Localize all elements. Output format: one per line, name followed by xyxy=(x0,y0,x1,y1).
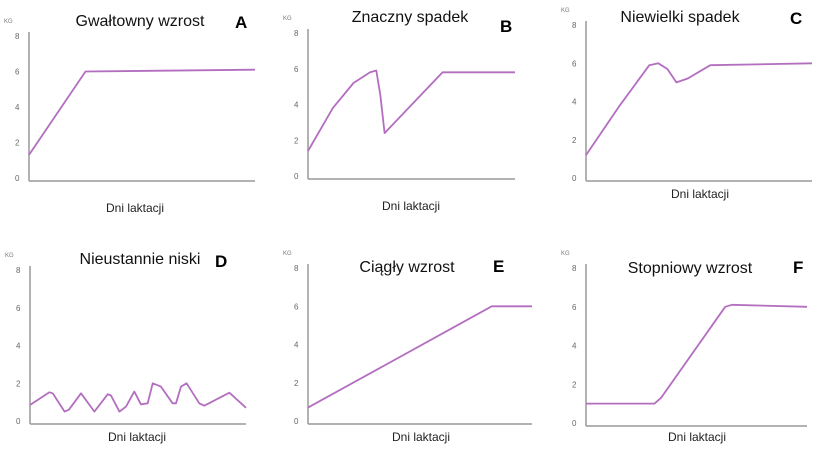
series-line xyxy=(307,305,532,409)
chart-title: Gwałtowny wzrost xyxy=(76,13,205,30)
series-line xyxy=(586,303,808,405)
y-axis-unit: KG xyxy=(283,16,292,22)
y-tick-label: 6 xyxy=(572,303,577,312)
chart-panel-B: 0 2 4 6 8 KG Znaczny spadek B Dni laktacji xyxy=(283,9,515,213)
y-tick-label: 0 xyxy=(294,417,299,426)
chart-panel-A: 0 2 4 6 8 KG Gwałtowny wzrost A Dni laktacji xyxy=(4,13,256,215)
x-axis-label: Dni laktacji xyxy=(108,430,166,444)
y-tick-label: 0 xyxy=(572,419,577,428)
y-tick-label: 4 xyxy=(294,341,299,350)
chart-title: Znaczny spadek xyxy=(352,9,470,26)
y-tick-label: 6 xyxy=(294,65,299,74)
y-axis-unit: KG xyxy=(561,251,570,257)
panel-letter: D xyxy=(215,252,227,271)
x-axis-label: Dni laktacji xyxy=(106,201,164,215)
y-axis-unit: KG xyxy=(561,8,570,14)
y-tick-label: 0 xyxy=(16,417,21,426)
panel-letter: C xyxy=(790,9,802,28)
y-tick-label: 4 xyxy=(572,98,577,107)
x-axis-label: Dni laktacji xyxy=(671,187,729,201)
chart-panel-E: 0 2 4 6 8 KG Ciągły wzrost E Dni laktacji xyxy=(283,251,532,444)
panel-letter: F xyxy=(793,258,803,277)
y-axis-unit: KG xyxy=(5,253,14,259)
chart-panel-C: 0 2 4 6 8 KG Niewielki spadek C Dni laktacji xyxy=(561,8,813,201)
y-axis-unit: KG xyxy=(283,251,292,257)
x-axis-label: Dni laktacji xyxy=(382,199,440,213)
panel-letter: B xyxy=(500,17,512,36)
y-tick-label: 8 xyxy=(572,264,577,273)
y-axis-unit: KG xyxy=(4,19,13,25)
y-tick-label: 2 xyxy=(572,136,577,145)
panel-letter: A xyxy=(235,13,247,32)
chart-panel-F: 0 2 4 6 8 KG Stopniowy wzrost F Dni laktacji xyxy=(561,251,808,444)
chart-panel-D: 0 2 4 6 8 KG Nieustannie niski D Dni laktacji xyxy=(5,251,247,444)
y-tick-label: 8 xyxy=(15,32,20,41)
y-tick-label: 4 xyxy=(15,103,20,112)
panel-letter: E xyxy=(493,257,504,276)
series-line xyxy=(28,68,256,156)
y-tick-label: 0 xyxy=(15,174,20,183)
chart-title: Ciągły wzrost xyxy=(359,259,455,276)
y-tick-label: 2 xyxy=(16,379,21,388)
y-tick-label: 6 xyxy=(15,68,20,77)
y-tick-label: 6 xyxy=(16,304,21,313)
y-tick-label: 4 xyxy=(16,342,21,351)
y-tick-label: 2 xyxy=(294,379,299,388)
y-tick-label: 8 xyxy=(16,266,21,275)
series-line xyxy=(29,382,247,413)
y-tick-label: 8 xyxy=(572,21,577,30)
y-tick-label: 6 xyxy=(572,59,577,68)
y-tick-label: 2 xyxy=(294,136,299,145)
y-tick-label: 2 xyxy=(572,380,577,389)
y-tick-label: 8 xyxy=(294,29,299,38)
series-line xyxy=(307,69,515,152)
y-tick-label: 0 xyxy=(294,172,299,181)
y-tick-label: 4 xyxy=(572,342,577,351)
y-tick-label: 4 xyxy=(294,101,299,110)
x-axis-label: Dni laktacji xyxy=(668,430,726,444)
chart-title: Stopniowy wzrost xyxy=(628,260,753,277)
y-tick-label: 0 xyxy=(572,174,577,183)
series-line xyxy=(585,62,813,156)
chart-title: Niewielki spadek xyxy=(620,9,740,26)
y-tick-label: 2 xyxy=(15,139,20,148)
chart-title: Nieustannie niski xyxy=(80,251,201,268)
y-tick-label: 8 xyxy=(294,264,299,273)
y-tick-label: 6 xyxy=(294,302,299,311)
x-axis-label: Dni laktacji xyxy=(392,430,450,444)
